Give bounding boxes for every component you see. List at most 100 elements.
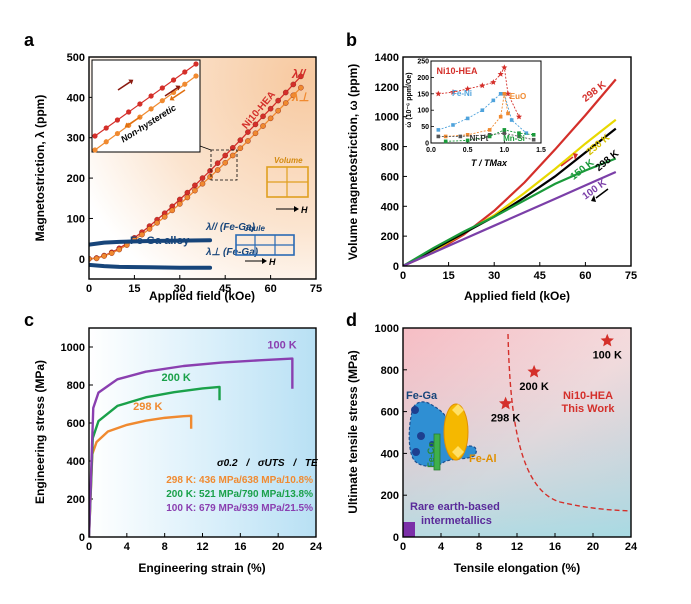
panel-a-fega-line-2: [89, 238, 213, 247]
panel-a-point: [229, 152, 236, 159]
panel-a-point: [192, 187, 198, 194]
panel-a-xtick-label: 30: [174, 283, 186, 295]
panel-c-xtick-label: 12: [196, 541, 208, 553]
inset-ytick-label: 250: [417, 59, 429, 66]
inset-marker: [509, 118, 514, 122]
panel-b-xtick-label: 30: [488, 270, 500, 282]
inset-point: [182, 81, 188, 87]
panel-b-ytick-label: 600: [381, 171, 399, 183]
inset-ylabel: ώ (10⁻⁶ ppm/Oe): [406, 72, 413, 127]
panel-a-point: [116, 246, 123, 253]
panel-b-xtick-label: 15: [442, 270, 454, 282]
panel-d-ylabel: Ultimate tensile stress (MPa): [346, 350, 360, 513]
panel-c-ytick-label: 400: [67, 456, 85, 468]
inset-marker: [502, 131, 507, 135]
panel-label-c: c: [24, 310, 34, 330]
panel-a-point: [146, 226, 153, 232]
svg-text:H: H: [301, 205, 308, 215]
inset-point: [193, 61, 199, 67]
panel-c-xtick-label: 24: [310, 541, 323, 553]
panel-a-point: [199, 180, 206, 187]
inset-arrowhead: [175, 85, 181, 91]
summary-298k: 298 K: 436 MPa/638 MPa/10.8%: [166, 475, 313, 486]
panel-a-point: [245, 129, 251, 135]
panel-c-curve-1: [89, 385, 221, 537]
fe-co-region: [433, 433, 441, 471]
lambda-perp-label: λ⊥: [291, 90, 309, 104]
panel-c-series: [89, 357, 294, 537]
inset-marker: [436, 134, 441, 139]
panel-b-line-2: [403, 127, 617, 266]
panel-d-xlabel: Tensile elongation (%): [454, 561, 580, 575]
inset-point: [103, 125, 109, 131]
svg-text:Joule: Joule: [244, 224, 265, 233]
inset-point: [182, 69, 188, 75]
panel-a-ytick-label: 400: [67, 92, 85, 104]
panel-d-xtick-label: 16: [549, 541, 561, 553]
inset-marker: [524, 131, 529, 135]
inset-arrow: [117, 81, 131, 91]
panel-d: 0 4 8 12 16 20 24 0 200 400 600 800 1000 Fe-Ga Fe-Co…: [346, 323, 638, 575]
panel-a: 0 15 30 45 60 75 0 100 200 300 400 500 Non-hysteret…: [33, 52, 322, 303]
inset-series-line: [438, 132, 534, 141]
inset-line: [94, 63, 197, 137]
inset-marker: [458, 134, 463, 139]
panel-b-xtick-label: 60: [579, 270, 591, 282]
inset-marker: [517, 131, 521, 135]
inset-xtick-label: 0.5: [463, 147, 473, 154]
panel-c-xtick-label: 8: [162, 541, 168, 553]
inset-series-line: [445, 93, 509, 137]
rare-earth-label-1: Rare earth-based: [410, 501, 500, 513]
inset-xlabel: T / TMax: [471, 158, 508, 168]
panel-a-xtick-label: 60: [264, 283, 276, 295]
inset-point: [148, 106, 154, 112]
panel-a-point: [252, 121, 259, 128]
panel-c-xtick-label: 4: [124, 541, 131, 553]
panel-c-ytick-label: 800: [67, 380, 85, 392]
panel-a-point: [192, 182, 198, 189]
inset-point: [114, 130, 121, 137]
inset-series-label: Fe-Ni: [452, 89, 472, 98]
panel-b-series: [403, 78, 617, 266]
dashed-boundary: [507, 333, 631, 512]
panel-a-point: [298, 84, 304, 91]
inset-star-marker: [515, 113, 523, 120]
inset-marker: [487, 134, 492, 139]
fe-al-region: [443, 403, 469, 461]
panel-a-ylabel: Magnetostriction, λ (ppm): [33, 95, 47, 242]
panel-b-line-4: [403, 170, 617, 266]
panel-a-point: [267, 115, 274, 122]
inset-marker: [465, 116, 470, 121]
inset-point: [103, 139, 109, 145]
panel-d-ytick-label: 1000: [375, 323, 399, 335]
panel-b-xtick-label: 75: [625, 270, 637, 282]
panel-a-point: [290, 92, 297, 99]
panel-a-xtick-label: 75: [310, 283, 322, 295]
panel-c-xlabel: Engineering strain (%): [138, 561, 265, 575]
fe-co-region-label: Fe-Co: [426, 442, 436, 468]
panel-d-xtick-label: 20: [587, 541, 599, 553]
panel-a-ytick-label: 500: [67, 52, 85, 64]
volume-schematic: Volume H: [266, 156, 309, 215]
panel-c-xtick-label: 16: [234, 541, 246, 553]
panel-a-point: [154, 220, 160, 226]
panel-a-point: [207, 174, 213, 180]
inset-point: [114, 117, 121, 123]
inset-arrow: [172, 89, 186, 99]
panel-c-xtick-label: 20: [272, 541, 284, 553]
inset-point: [148, 93, 154, 99]
panel-b-xlabel: Applied field (kOe): [464, 289, 570, 303]
panel-a-point: [222, 152, 228, 159]
inset-marker: [502, 92, 507, 96]
panel-c-ylabel: Engineering stress (MPa): [33, 360, 47, 504]
panel-b-ylabel: Volume magnetostriction, ω (ppm): [346, 64, 360, 261]
inset-series-label: Mn-Si: [503, 134, 525, 143]
inset-ytick-label: 0: [425, 141, 429, 148]
panel-a-point: [237, 145, 244, 152]
panel-c: 0 4 8 12 16 20 24 0 200 400 600 800 1000 298 K 200 K 1…: [33, 327, 323, 575]
inset-marker: [498, 92, 503, 96]
panel-c-ytick-label: 200: [67, 494, 85, 506]
fe-ga-perp-label: λ⊥ (Fe-Ga): [205, 247, 259, 258]
summary-200k: 200 K: 521 MPa/790 MPa/13.8%: [166, 489, 313, 500]
